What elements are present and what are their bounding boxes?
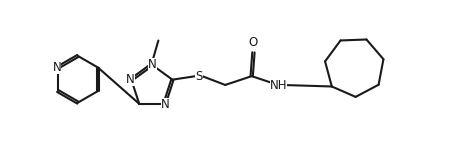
Text: S: S [195, 70, 203, 83]
Text: O: O [249, 36, 258, 49]
Text: N: N [52, 61, 61, 74]
Text: NH: NH [270, 79, 287, 92]
Text: N: N [148, 58, 157, 71]
Text: N: N [161, 98, 169, 111]
Text: N: N [126, 73, 135, 86]
